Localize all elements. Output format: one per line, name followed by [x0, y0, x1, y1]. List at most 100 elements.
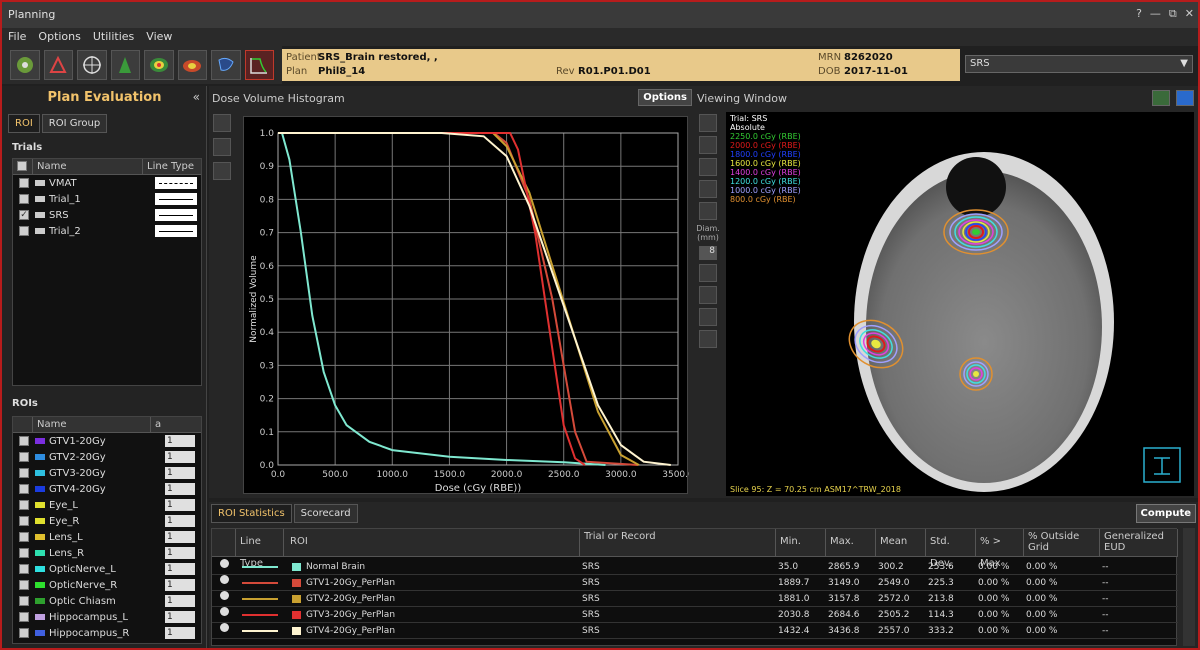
trial-checkbox[interactable] [19, 226, 29, 236]
contour-tool-icon[interactable] [211, 50, 241, 80]
roi-row[interactable]: GTV3-20Gy 1 [13, 465, 201, 481]
stats-row[interactable]: GTV1-20Gy_PerPlan SRS 1889.7 3149.0 2549.0 22… [212, 575, 1178, 591]
clear-icon[interactable] [699, 330, 717, 348]
roi-checkbox[interactable] [19, 500, 29, 510]
roi-checkbox[interactable] [19, 628, 29, 638]
menu-view[interactable]: View [146, 30, 173, 43]
trial-line-type[interactable] [155, 225, 197, 237]
isodose-tool-icon[interactable] [177, 50, 207, 80]
roi-checkbox[interactable] [19, 436, 29, 446]
edit-tool-icon[interactable] [699, 202, 717, 220]
roi-row[interactable]: Eye_L 1 [13, 497, 201, 513]
trial-row[interactable]: VMAT [13, 175, 201, 191]
target-tool-icon[interactable] [77, 50, 107, 80]
roi-value[interactable]: 1 [165, 499, 195, 511]
dose-tool-icon[interactable] [144, 50, 174, 80]
trial-row[interactable]: Trial_1 [13, 191, 201, 207]
roi-value[interactable]: 1 [165, 515, 195, 527]
roi-value[interactable]: 1 [165, 467, 195, 479]
camera-icon[interactable] [699, 264, 717, 282]
ct-image-view[interactable]: Trial: SRS Absolute 2250.0 cGy (RBE) 2000… [726, 112, 1194, 496]
cone-tool-icon[interactable] [110, 50, 140, 80]
trial-line-type[interactable] [155, 177, 197, 189]
roi-checkbox[interactable] [19, 532, 29, 542]
stats-row[interactable]: GTV3-20Gy_PerPlan SRS 2030.8 2684.6 2505.2 11… [212, 607, 1178, 623]
roi-value[interactable]: 1 [165, 579, 195, 591]
help-icon[interactable]: ? [1136, 7, 1142, 20]
move-up-icon[interactable] [699, 286, 717, 304]
roi-checkbox[interactable] [19, 468, 29, 478]
trial-row[interactable]: Trial_2 [13, 223, 201, 239]
roi-value[interactable]: 1 [165, 483, 195, 495]
roi-value[interactable]: 1 [165, 563, 195, 575]
roi-row[interactable]: GTV2-20Gy 1 [13, 449, 201, 465]
stats-row[interactable]: GTV2-20Gy_PerPlan SRS 1881.0 3157.8 2572.0 21… [212, 591, 1178, 607]
menu-file[interactable]: File [8, 30, 27, 43]
stats-row[interactable]: GTV4-20Gy_PerPlan SRS 1432.4 3436.8 2557.0 33… [212, 623, 1178, 639]
zoom-in-icon[interactable] [213, 114, 231, 132]
table-icon[interactable] [213, 162, 231, 180]
roi-value[interactable]: 1 [165, 627, 195, 639]
view-icon[interactable] [1176, 90, 1194, 106]
tab-roi-group[interactable]: ROI Group [41, 114, 108, 133]
trial-checkbox[interactable] [19, 194, 29, 204]
roi-checkbox[interactable] [19, 484, 29, 494]
roi-checkbox[interactable] [19, 548, 29, 558]
patient-tool-icon[interactable] [10, 50, 40, 80]
roi-value[interactable]: 1 [165, 531, 195, 543]
row-radio[interactable] [220, 591, 229, 600]
marker-tool-icon[interactable] [699, 114, 717, 132]
roi-value[interactable]: 1 [165, 595, 195, 607]
tab-scorecard[interactable]: Scorecard [293, 504, 358, 523]
roi-value[interactable]: 1 [165, 611, 195, 623]
ruler-tool-icon[interactable] [699, 180, 717, 198]
dvh-options-button[interactable]: Options [638, 89, 692, 106]
trial-line-type[interactable] [155, 209, 197, 221]
trial-row[interactable]: ✓ SRS [13, 207, 201, 223]
menu-options[interactable]: Options [38, 30, 81, 43]
roi-value[interactable]: 1 [165, 435, 195, 447]
dvh-tool-icon[interactable] [244, 50, 274, 80]
restore-icon[interactable]: ⧉ [1168, 7, 1177, 20]
roi-row[interactable]: Optic Chiasm 1 [13, 593, 201, 609]
roi-row[interactable]: Hippocampus_R 1 [13, 625, 201, 641]
roi-row[interactable]: Hippocampus_L 1 [13, 609, 201, 625]
add-marker-icon[interactable] [699, 136, 717, 154]
trial-line-type[interactable] [155, 193, 197, 205]
row-radio[interactable] [220, 623, 229, 632]
beam-tool-icon[interactable] [43, 50, 73, 80]
row-radio[interactable] [220, 575, 229, 584]
close-icon[interactable]: ✕ [1184, 7, 1194, 20]
roi-row[interactable]: OpticNerve_L 1 [13, 561, 201, 577]
trial-checkbox[interactable] [19, 178, 29, 188]
roi-row[interactable]: Lens_R 1 [13, 545, 201, 561]
arrow-tool-icon[interactable] [699, 158, 717, 176]
collapse-icon[interactable]: « [192, 90, 200, 104]
roi-checkbox[interactable] [19, 516, 29, 526]
tab-roi-statistics[interactable]: ROI Statistics [211, 504, 292, 523]
roi-checkbox[interactable] [19, 580, 29, 590]
menu-utilities[interactable]: Utilities [92, 30, 135, 43]
compute-button[interactable]: Compute [1135, 504, 1196, 523]
roi-value[interactable]: 1 [165, 547, 195, 559]
trial-dropdown[interactable]: SRS ▼ [965, 55, 1193, 73]
roi-row[interactable]: Lens_L 1 [13, 529, 201, 545]
roi-row[interactable]: OpticNerve_R 1 [13, 577, 201, 593]
layout-icon[interactable] [1152, 90, 1170, 106]
trial-checkbox[interactable]: ✓ [19, 210, 29, 220]
minimize-icon[interactable]: — [1149, 7, 1161, 20]
stats-scrollbar[interactable] [1183, 528, 1195, 646]
tab-roi[interactable]: ROI [8, 114, 40, 133]
roi-row[interactable]: GTV1-20Gy 1 [13, 433, 201, 449]
stats-row[interactable]: Normal Brain SRS 35.0 2865.9 300.2 253.6 0.00 … [212, 559, 1178, 575]
roi-row[interactable]: GTV4-20Gy 1 [13, 481, 201, 497]
move-down-icon[interactable] [699, 308, 717, 326]
row-radio[interactable] [220, 607, 229, 616]
diam-input[interactable]: 8 [699, 246, 717, 260]
row-radio[interactable] [220, 559, 229, 568]
roi-value[interactable]: 1 [165, 451, 195, 463]
roi-checkbox[interactable] [19, 452, 29, 462]
roi-checkbox[interactable] [19, 564, 29, 574]
roi-checkbox[interactable] [19, 596, 29, 606]
roi-checkbox[interactable] [19, 612, 29, 622]
